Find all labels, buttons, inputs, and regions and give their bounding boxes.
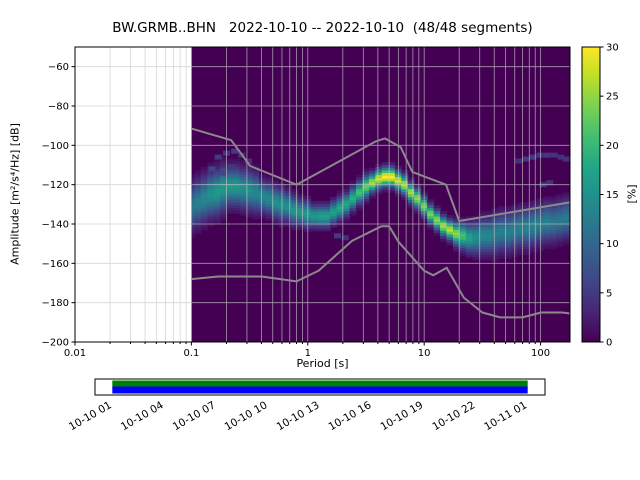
svg-text:10-10 01: 10-10 01: [67, 399, 114, 433]
colorbar-label: [%]: [625, 184, 639, 204]
svg-text:1: 1: [305, 348, 311, 359]
svg-text:−80: −80: [48, 102, 69, 113]
svg-text:10-10 22: 10-10 22: [430, 399, 477, 433]
svg-text:10: 10: [606, 239, 619, 250]
svg-text:0.01: 0.01: [64, 348, 86, 359]
svg-text:0.1: 0.1: [183, 348, 199, 359]
svg-text:10-10 07: 10-10 07: [171, 399, 218, 433]
svg-text:−160: −160: [42, 259, 69, 270]
svg-text:−200: −200: [42, 338, 69, 349]
svg-text:10-10 04: 10-10 04: [119, 399, 166, 433]
svg-text:10-11 01: 10-11 01: [482, 399, 529, 433]
svg-text:30: 30: [606, 43, 619, 54]
svg-text:15: 15: [606, 190, 619, 201]
svg-text:25: 25: [606, 92, 619, 103]
svg-text:−120: −120: [42, 180, 69, 191]
svg-text:10-10 10: 10-10 10: [223, 399, 270, 433]
svg-text:−140: −140: [42, 220, 69, 231]
x-axis-label: Period [s]: [296, 357, 349, 370]
svg-text:10: 10: [418, 348, 431, 359]
svg-text:100: 100: [531, 348, 550, 359]
svg-text:−180: −180: [42, 298, 69, 309]
y-axis-label: Amplitude [m²/s⁴/Hz] [dB]: [8, 123, 22, 265]
svg-text:10-10 16: 10-10 16: [327, 399, 374, 433]
plot-title: BW.GRMB..BHN 2022-10-10 -- 2022-10-10 (4…: [112, 20, 533, 36]
svg-text:−100: −100: [42, 141, 69, 152]
svg-text:−60: −60: [48, 62, 69, 73]
svg-text:10-10 19: 10-10 19: [378, 399, 425, 433]
svg-text:5: 5: [606, 288, 612, 299]
svg-text:0: 0: [606, 338, 612, 349]
svg-text:20: 20: [606, 141, 619, 152]
svg-text:10-10 13: 10-10 13: [275, 399, 322, 433]
